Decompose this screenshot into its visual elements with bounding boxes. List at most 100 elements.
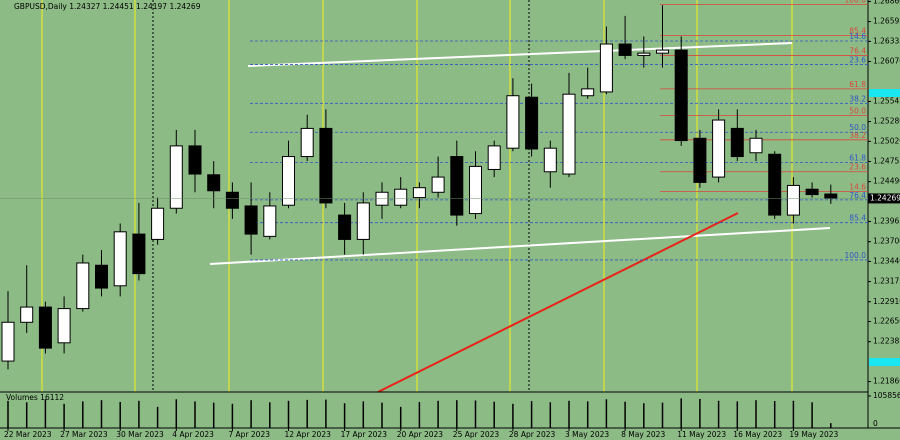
candle-body [824, 193, 838, 199]
y-tick-label: 1.22910 [873, 297, 900, 306]
fib-label: 76.4 [849, 191, 866, 200]
x-tick-label: 12 Apr 2023 [285, 430, 332, 439]
candle-body [169, 145, 183, 209]
price-box [868, 193, 900, 204]
y-tick-label: 1.26595 [873, 17, 900, 26]
candle-body [599, 43, 613, 93]
candle-body [768, 153, 782, 216]
y-tick-label: 1.23175 [873, 277, 900, 286]
candle-body [132, 233, 146, 275]
y-tick-label: 1.25020 [873, 136, 900, 145]
fib-label: 85.4 [849, 214, 866, 223]
candle-body [151, 207, 165, 240]
y-tick-label: 1.21860 [873, 377, 900, 386]
candle-body [38, 306, 52, 349]
candle-body [674, 49, 688, 142]
candle-body [113, 231, 127, 287]
y-tick-label: 1.26335 [873, 36, 900, 45]
fib-label: 38.2 [849, 94, 866, 103]
fib-label: 50.0 [849, 123, 866, 132]
candle-body [543, 147, 557, 173]
chart-title: GBPUSD,Daily 1.24327 1.24451 1.24197 1.2… [14, 2, 201, 11]
candle-body [375, 191, 389, 206]
y-tick-label: 1.25280 [873, 117, 900, 126]
price-label: 1.24269 [870, 193, 900, 202]
marker-box [869, 358, 900, 366]
x-tick-label: 7 Apr 2023 [228, 430, 270, 439]
candle-body [805, 188, 819, 196]
fib-label: 85.4 [849, 27, 866, 36]
fib-label: 61.8 [849, 154, 866, 163]
volume-label: Volumes 16112 [6, 393, 64, 402]
candle-body [338, 214, 352, 240]
y-tick-label: 1.23700 [873, 237, 900, 246]
candle-body [319, 127, 333, 204]
candle-body [394, 188, 408, 206]
x-tick-label: 25 Apr 2023 [453, 430, 500, 439]
x-tick-label: 28 Apr 2023 [509, 430, 556, 439]
y-tick-label: 1.24755 [873, 156, 900, 165]
trend-lines [209, 42, 831, 393]
fib-label: 76.4 [849, 46, 866, 55]
y-tick-label: 1.25545 [873, 96, 900, 105]
x-tick-label: 11 May 2023 [677, 430, 726, 439]
candle-body [282, 156, 295, 206]
candle-body [506, 95, 520, 149]
candle-body [786, 184, 800, 216]
y-tick-label: 1.26070 [873, 57, 900, 66]
candle-body [730, 127, 744, 158]
x-tick-label: 30 Mar 2023 [116, 430, 164, 439]
x-tick-label: 22 Mar 2023 [4, 430, 52, 439]
candle-body [412, 187, 426, 199]
candle-body [207, 174, 221, 192]
candle-body [57, 308, 71, 344]
candle-body [656, 49, 669, 54]
x-tick-label: 17 Apr 2023 [341, 430, 388, 439]
y-tick-label: 1.26860 [873, 0, 900, 5]
candle-body [712, 119, 726, 178]
candle-body [487, 145, 501, 170]
candle-body [693, 137, 707, 183]
candle-body [300, 127, 314, 158]
x-tick-label: 16 May 2023 [733, 430, 782, 439]
fib-label: 14.6 [849, 183, 866, 192]
fib-label: 100.0 [845, 251, 867, 260]
candle-body [95, 264, 108, 289]
candle-body [244, 205, 258, 235]
candle-body [637, 52, 651, 56]
y-tick-label: 1.24490 [873, 177, 900, 186]
marker-box [869, 89, 900, 97]
candle-body [1, 321, 15, 362]
x-tick-label: 19 May 2023 [789, 430, 838, 439]
fib-label: 23.6 [849, 56, 866, 65]
candle-body [749, 137, 763, 154]
candle-body [469, 165, 482, 215]
x-tick-label: 8 May 2023 [621, 430, 665, 439]
candle-body [450, 156, 464, 216]
candle-body [188, 145, 202, 175]
candle-body [20, 306, 34, 323]
x-tick-label: 27 Mar 2023 [60, 430, 108, 439]
volume-tick-label: 0 [873, 419, 878, 428]
fib-label: 61.8 [849, 80, 866, 89]
y-tick-label: 1.23965 [873, 217, 900, 226]
x-tick-label: 4 Apr 2023 [172, 430, 214, 439]
fib-label: 14.6 [849, 32, 866, 41]
candle-body [225, 191, 239, 209]
fib-label: 38.2 [849, 131, 866, 140]
volume-tick-label: 105856 [873, 391, 900, 400]
fib-label: 100.0 [845, 0, 867, 4]
fib-label: 50.0 [849, 106, 866, 115]
candle-body [581, 88, 595, 97]
x-tick-label: 20 Apr 2023 [397, 430, 444, 439]
candle-body [618, 43, 632, 56]
y-tick-label: 1.22385 [873, 337, 900, 346]
candle-body [431, 176, 445, 193]
y-tick-label: 1.22650 [873, 317, 900, 326]
x-tick-label: 3 May 2023 [565, 430, 609, 439]
candle-body [76, 262, 90, 310]
fib-label: 23.6 [849, 163, 866, 172]
y-tick-label: 1.23440 [873, 256, 900, 265]
